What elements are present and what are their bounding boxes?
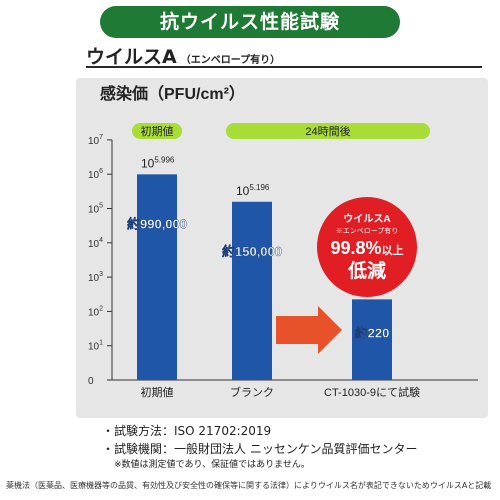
x-tick-label: ブランク (230, 385, 274, 399)
y-axis-label: 感染価（PFU/cm²） (100, 84, 245, 103)
bar (232, 201, 272, 380)
group-label-pill (132, 123, 182, 139)
y-tick-label: 0 (88, 376, 94, 387)
group-label: 24時間後 (305, 124, 350, 138)
group-label: 初期値 (141, 124, 174, 138)
callout-percent: 99.8%以上 (330, 238, 403, 258)
callout-reduction: 低減 (347, 259, 386, 282)
reduction-arrow (276, 306, 342, 354)
notes: ・試験方法：ISO 21702:2019 ・試験機関：一般財団法人 ニッセンケン… (102, 422, 417, 472)
bar (137, 174, 177, 380)
y-tick-label: 102 (88, 305, 103, 318)
bar-exponent-label: 105.196 (236, 183, 270, 198)
virus-title: ウイルスA （エンベロープ有り） (86, 42, 280, 69)
reduction-callout (317, 197, 417, 297)
callout-virus: ウイルスA (343, 213, 390, 225)
bar-value-label: 約150,000 (222, 244, 282, 259)
bar-exponent-label: 105.996 (141, 155, 175, 170)
y-tick-label: 101 (88, 340, 103, 353)
group-label-pill (226, 123, 430, 139)
title-banner: 抗ウイルス性能試験 (100, 6, 400, 38)
test-method: ・試験方法：ISO 21702:2019 (102, 424, 272, 438)
disclaimer: ※数値は測定値であり、保証値ではありません。 (114, 460, 310, 470)
x-tick-label: CT-1030-9にて試験 (324, 385, 420, 399)
callout-note: ※エンベロープ有り (336, 226, 399, 235)
y-tick-label: 104 (88, 237, 103, 250)
virus-subtitle: （エンベロープ有り） (180, 55, 281, 66)
bar (352, 299, 392, 380)
x-tick-label: 初期値 (141, 385, 174, 399)
y-tick-label: 103 (88, 271, 103, 284)
y-tick-label: 107 (88, 134, 103, 147)
virus-name: ウイルスA (86, 46, 177, 68)
footer-note: 薬機法（医薬品、医療機器等の品質、有効性及び安全性の確保等に関する法律）によりウ… (6, 481, 492, 490)
y-tick-label: 105 (88, 203, 103, 216)
bar-value-label: 約990,000 (127, 216, 187, 231)
y-tick-label: 106 (88, 168, 103, 181)
bar-value-label: 約220 (355, 325, 390, 340)
test-institution: ・試験機関：一般財団法人 ニッセンケン品質評価センター (102, 442, 418, 456)
title-rule (86, 66, 482, 68)
